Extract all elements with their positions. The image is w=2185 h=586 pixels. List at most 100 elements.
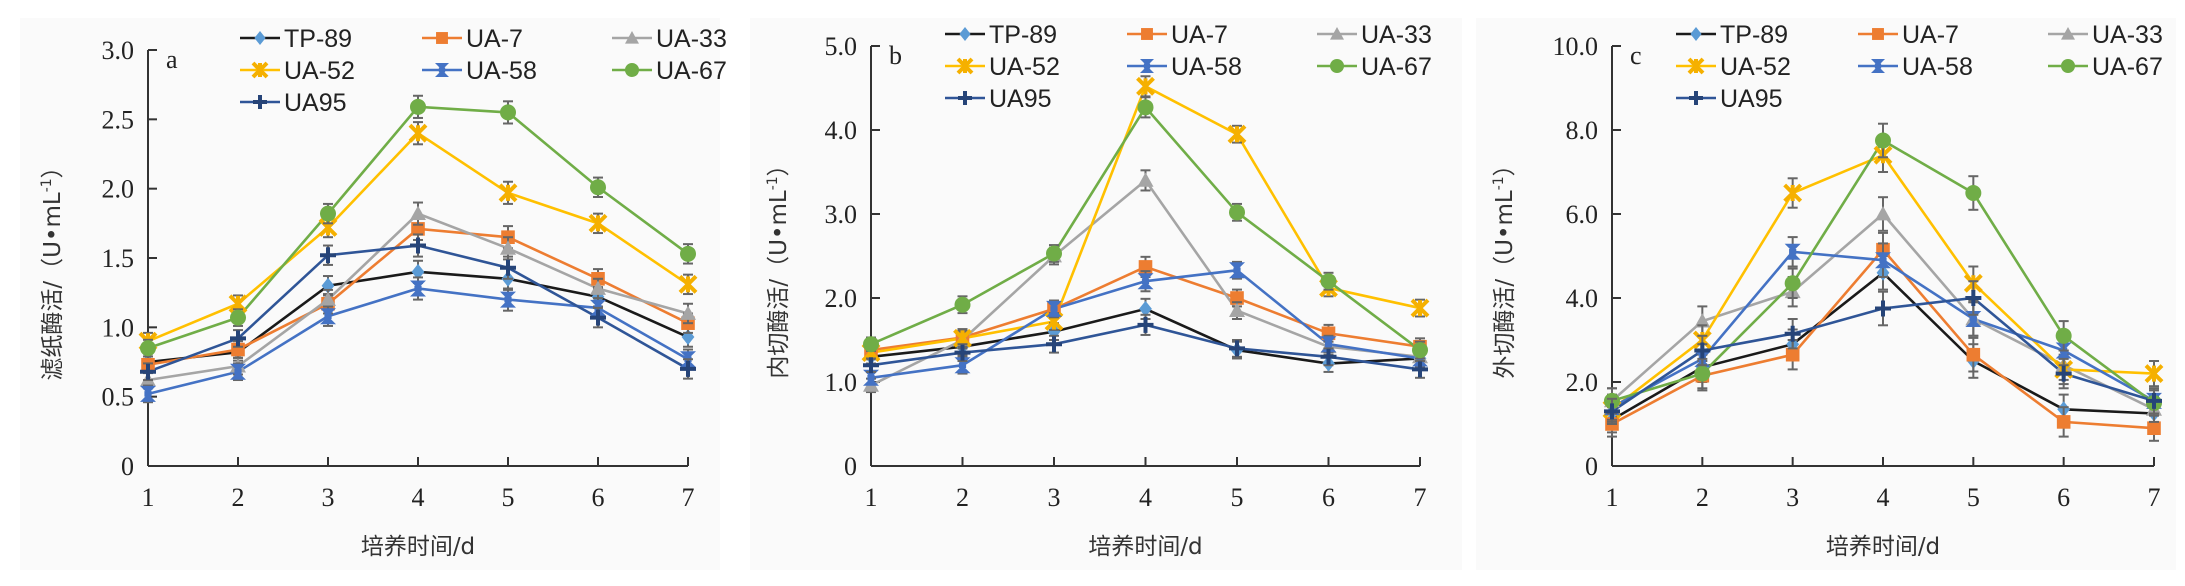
chart-c-x-tick-label: 7 [2148,483,2161,512]
chart-a-point-ua-67 [680,245,696,262]
chart-a-x-tick-label: 7 [682,483,695,512]
chart-b-legend-item: UA-33 [1317,21,1432,49]
chart-a-point-ua-58 [500,291,516,308]
legend-marker-triangle-icon [1330,27,1344,40]
chart-a-point-ua-58 [230,363,246,380]
chart-b-point-ua-52 [1227,124,1247,144]
chart-b-point-ua-52 [1136,76,1155,96]
chart-a-y-tick-label: 1.5 [102,244,135,273]
chart-a-point-ua95 [140,363,156,380]
chart-c-y-axis-title: 外切酶活/（U•mL-1） [1491,153,1518,378]
chart-b-y-tick-label: 0 [844,452,857,481]
chart-b-legend-item: UA-7 [1127,21,1228,49]
chart-b-point-ua-58 [1229,262,1245,279]
chart-c-point-ua-58 [1784,243,1801,260]
chart-b-x-axis-title: 培养时间/d [1088,534,1202,560]
chart-b-point-ua95 [1229,340,1245,357]
legend-marker-plus-icon [1689,91,1703,105]
chart-c-point-ua95 [1875,300,1891,317]
chart-c-legend-item: TP-89 [1676,21,1788,49]
chart-c-point-ua-33 [1875,206,1891,221]
chart-b-x-tick-label: 5 [1231,483,1244,512]
legend-marker-bowtie-icon [1140,59,1154,73]
chart-a-point-ua95 [590,309,606,326]
chart-a-legend-label: UA-67 [656,57,727,85]
chart-a-point-ua95 [500,259,516,276]
chart-a-legend-label: UA-58 [466,57,537,85]
chart-a-point-ua95 [320,247,336,264]
legend-marker-bowtie-icon [1871,59,1885,73]
chart-c-point-ua-67 [1965,185,1982,201]
chart-c-y-tick-label: 8.0 [1566,116,1599,145]
chart-a-point-ua-67 [410,98,426,115]
chart-a-point-ua95 [230,330,246,347]
chart-a-point-ua-58 [410,280,426,297]
chart-b-markers-ua95 [863,313,1428,379]
chart-b-legend-item: UA-67 [1317,53,1432,81]
legend-marker-triangle-icon [625,31,639,44]
legend-marker-asterisk-icon [1687,57,1705,75]
legend-marker-plus-icon [958,91,972,105]
chart-b-legend-item: UA-52 [945,53,1060,81]
chart-a-point-ua-52 [498,183,518,203]
chart-b-legend-item: UA95 [945,85,1052,113]
legend-marker-square-icon [1141,28,1153,40]
chart-b-x-tick-label: 7 [1414,483,1427,512]
chart-a-x-tick-label: 4 [412,483,425,512]
chart-c-legend-label: UA-33 [2092,21,2163,49]
chart-a-point-ua95 [410,237,426,254]
chart-a-y-axis-title-sup: -1 [39,178,55,192]
chart-c-point-ua-58 [1694,350,1711,367]
chart-c-y-tick-label: 4.0 [1566,284,1599,313]
chart-a-svg: 0 0.5 1.0 1.5 2.0 2.5 3.0 1 2 3 4 5 6 7 a 培养时间/d 滤纸酶活/（U… [39,25,727,560]
chart-a-legend: TP-89 UA-7 UA-33 UA-52 UA-58 UA-67 UA95 [240,25,727,117]
chart-c-point-ua-67 [1875,132,1891,149]
chart-b-point-ua-67 [1412,342,1428,359]
chart-a-point-ua-52 [588,213,608,233]
chart-a-y-tick-label: 2.5 [102,105,135,134]
chart-b-markers-ua-67 [863,96,1428,360]
chart-a-y-tick-label: 2.0 [102,175,135,204]
chart-c-y-tick-label: 10.0 [1553,32,1599,61]
chart-b-legend-label: UA-67 [1361,53,1432,81]
chart-panel-a: 0 0.5 1.0 1.5 2.0 2.5 3.0 1 2 3 4 5 6 7 a 培养时间/d 滤纸酶活/（U… [20,18,727,570]
chart-c-y-axis-title-sup: -1 [1491,176,1507,190]
chart-c-x-tick-label: 5 [1967,483,1980,512]
chart-a-legend-label: UA-33 [656,25,727,53]
chart-b-x-tick-label: 3 [1048,483,1061,512]
chart-a-legend-label: UA-7 [466,25,523,53]
chart-panel-c: 0 2.0 4.0 6.0 8.0 10.0 1 2 3 4 5 6 7 c 培养时间/d 外切酶活/（U•m… [1476,18,2176,570]
chart-a-markers-ua-33 [140,201,696,390]
legend-marker-circle-icon [625,63,639,77]
chart-a-point-ua-67 [590,179,606,196]
legend-marker-diamond-icon [254,31,266,45]
chart-a-y-tick-label: 0 [121,452,134,481]
chart-c-point-ua95 [1965,290,1982,306]
chart-c-panel-letter: c [1630,41,1642,70]
chart-a-x-tick-label: 6 [592,483,605,512]
chart-a-markers-ua-67 [140,94,696,358]
chart-panel-b: 0 1.0 2.0 3.0 4.0 5.0 1 2 3 4 5 6 7 b 培养时间/d 内切酶活/（U•mL… [750,18,1462,570]
chart-c-legend-label: UA-52 [1720,53,1791,81]
chart-b-legend: TP-89 UA-7 UA-33 UA-52 UA-58 UA-67 UA95 [945,21,1432,113]
chart-c-point-ua95 [1604,403,1620,420]
chart-c-y-tick-label: 2.0 [1566,368,1599,397]
chart-b-point-ua-67 [1046,245,1062,262]
chart-a-x-tick-label: 2 [232,483,245,512]
chart-b-point-ua-67 [1137,99,1154,116]
chart-a-point-ua-58 [590,299,606,316]
legend-marker-asterisk-icon [251,61,269,79]
chart-b-point-ua-33 [1137,172,1154,187]
chart-c-point-ua-52 [2144,364,2164,384]
chart-b-svg: 0 1.0 2.0 3.0 4.0 5.0 1 2 3 4 5 6 7 b 培养时间/d 内切酶活/（U•mL… [765,21,1432,560]
chart-a-point-ua-33 [680,305,696,320]
chart-b-point-ua-67 [1229,204,1245,221]
chart-c-point-ua-67 [1694,365,1711,382]
chart-a-point-ua-52 [678,274,698,294]
chart-a-legend-label: UA-52 [284,57,355,85]
chart-b-x-tick-label: 4 [1139,483,1152,512]
chart-c-point-ua-7 [1785,347,1800,362]
chart-b-y-axis-title-main: 内切酶活/（U•mL [766,190,792,379]
chart-a-legend-label: TP-89 [284,25,352,53]
chart-b-point-ua-52 [1410,298,1430,318]
